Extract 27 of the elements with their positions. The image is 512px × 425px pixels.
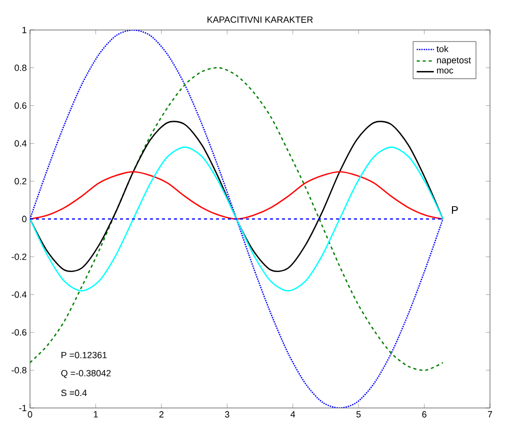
annotation: P (452, 206, 458, 214)
y-tick-label: 0.8 (14, 64, 26, 71)
y-tick-label: 0 (22, 216, 26, 222)
legend-label: tok (436, 46, 448, 52)
y-tick-label: -1 (19, 404, 26, 412)
annotation: P =0.12361 (62, 352, 107, 358)
y-tick-label: 1 (22, 26, 26, 34)
annotation: S =0.4 (61, 390, 87, 396)
x-tick-label: 0 (28, 411, 32, 418)
annotation: Q =-0.38042 (61, 370, 111, 378)
y-tick-label: -0.2 (12, 254, 26, 260)
legend-label: moc (437, 68, 454, 74)
y-tick-label: -0.8 (12, 366, 26, 374)
x-tick-label: 4 (290, 411, 296, 418)
x-tick-label: 2 (159, 411, 164, 418)
x-tick-label: 5 (356, 411, 361, 418)
x-tick-label: 1 (94, 411, 98, 418)
y-tick-label: 0.6 (14, 102, 26, 109)
x-tick-label: 3 (224, 411, 230, 418)
y-tick-label: -0.6 (12, 329, 26, 336)
y-tick-label: 0.4 (14, 140, 27, 147)
y-tick-label: -0.4 (12, 291, 27, 298)
x-tick-label: 7 (488, 411, 492, 418)
y-tick-label: 0.2 (14, 178, 26, 184)
chart-title: KAPACITIVNI KARAKTER (208, 16, 313, 23)
legend-label: napetost (437, 57, 471, 66)
x-tick-label: 6 (422, 411, 426, 418)
